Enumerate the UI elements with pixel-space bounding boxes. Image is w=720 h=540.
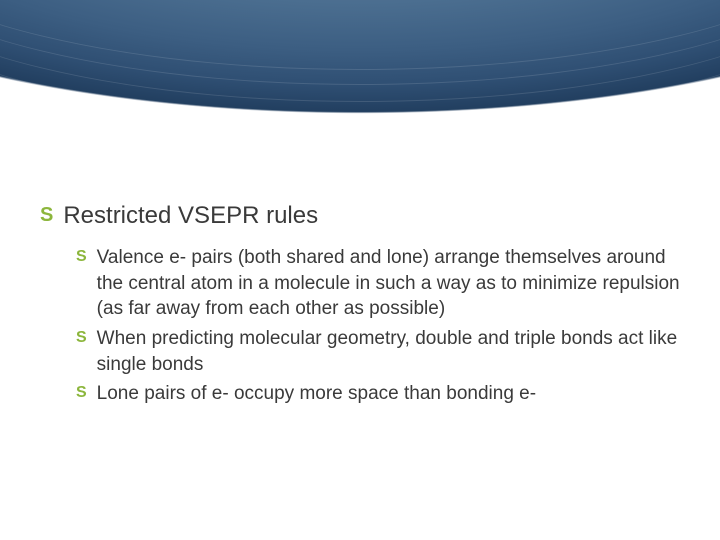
list-item: S Lone pairs of e- occupy more space tha… [76,381,680,407]
bullet-icon: S [40,202,53,228]
bullet-icon: S [76,383,87,404]
list-item: S When predicting molecular geometry, do… [76,326,680,377]
banner-gradient [0,0,720,190]
list-item-text: Lone pairs of e- occupy more space than … [97,381,536,407]
slide-content: S Restricted VSEPR rules S Valence e- pa… [40,200,680,411]
heading-row: S Restricted VSEPR rules [40,200,680,231]
sub-list: S Valence e- pairs (both shared and lone… [76,245,680,407]
bullet-icon: S [76,247,87,268]
banner-arc-line [0,0,720,140]
bullet-icon: S [76,328,87,349]
list-item: S Valence e- pairs (both shared and lone… [76,245,680,322]
heading-text: Restricted VSEPR rules [63,200,318,231]
list-item-text: When predicting molecular geometry, doub… [97,326,680,377]
list-item-text: Valence e- pairs (both shared and lone) … [97,245,680,322]
